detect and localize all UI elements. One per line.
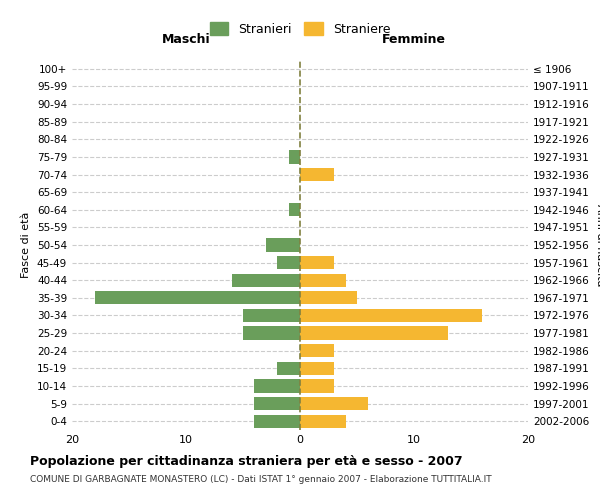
- Bar: [300, 380, 334, 392]
- Bar: [300, 414, 346, 428]
- Bar: [243, 326, 300, 340]
- Bar: [277, 362, 300, 375]
- Bar: [266, 238, 300, 252]
- Text: Maschi: Maschi: [161, 33, 211, 46]
- Bar: [300, 168, 334, 181]
- Bar: [243, 309, 300, 322]
- Y-axis label: Fasce di età: Fasce di età: [22, 212, 31, 278]
- Bar: [254, 414, 300, 428]
- Text: Femmine: Femmine: [382, 33, 446, 46]
- Text: COMUNE DI GARBAGNATE MONASTERO (LC) - Dati ISTAT 1° gennaio 2007 - Elaborazione : COMUNE DI GARBAGNATE MONASTERO (LC) - Da…: [30, 475, 491, 484]
- Bar: [289, 203, 300, 216]
- Bar: [277, 256, 300, 269]
- Bar: [95, 291, 300, 304]
- Y-axis label: Anni di nascita: Anni di nascita: [595, 204, 600, 286]
- Bar: [254, 380, 300, 392]
- Bar: [300, 309, 482, 322]
- Bar: [300, 397, 368, 410]
- Bar: [300, 326, 448, 340]
- Text: Popolazione per cittadinanza straniera per età e sesso - 2007: Popolazione per cittadinanza straniera p…: [30, 455, 463, 468]
- Bar: [232, 274, 300, 287]
- Bar: [289, 150, 300, 164]
- Bar: [300, 291, 357, 304]
- Bar: [300, 274, 346, 287]
- Legend: Stranieri, Straniere: Stranieri, Straniere: [206, 18, 394, 40]
- Bar: [254, 397, 300, 410]
- Bar: [300, 256, 334, 269]
- Bar: [300, 344, 334, 358]
- Bar: [300, 362, 334, 375]
